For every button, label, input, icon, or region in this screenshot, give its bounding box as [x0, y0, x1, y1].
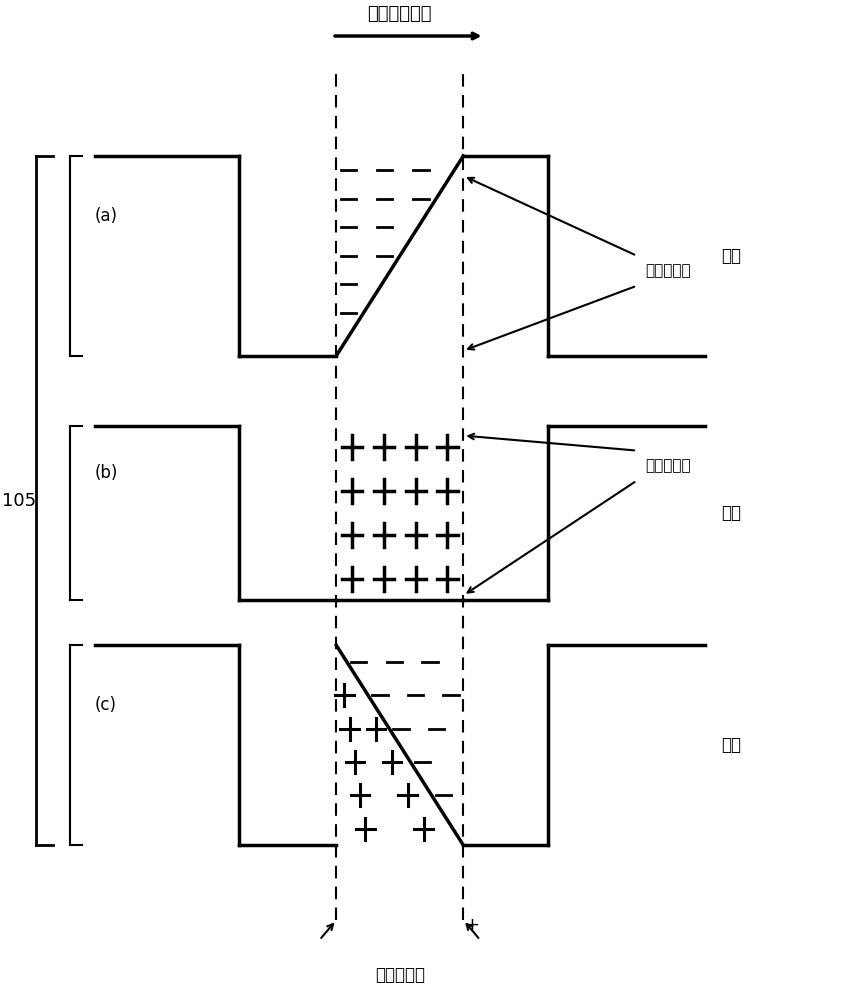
- Text: +: +: [464, 916, 479, 934]
- Text: 极化体电㔏: 极化体电㔏: [645, 263, 691, 278]
- Text: 105: 105: [2, 492, 36, 510]
- Text: -: -: [325, 916, 331, 934]
- Text: (a): (a): [95, 207, 118, 225]
- Text: 极化体电㔏: 极化体电㔏: [645, 458, 691, 473]
- Text: 外延生长方向: 外延生长方向: [368, 5, 432, 23]
- Text: (b): (b): [95, 464, 118, 482]
- Text: 极化面电㔏: 极化面电㔏: [375, 966, 425, 984]
- Text: 导带: 导带: [722, 247, 741, 265]
- Text: 导带: 导带: [722, 736, 741, 754]
- Text: 导带: 导带: [722, 504, 741, 522]
- Text: (c): (c): [95, 696, 117, 714]
